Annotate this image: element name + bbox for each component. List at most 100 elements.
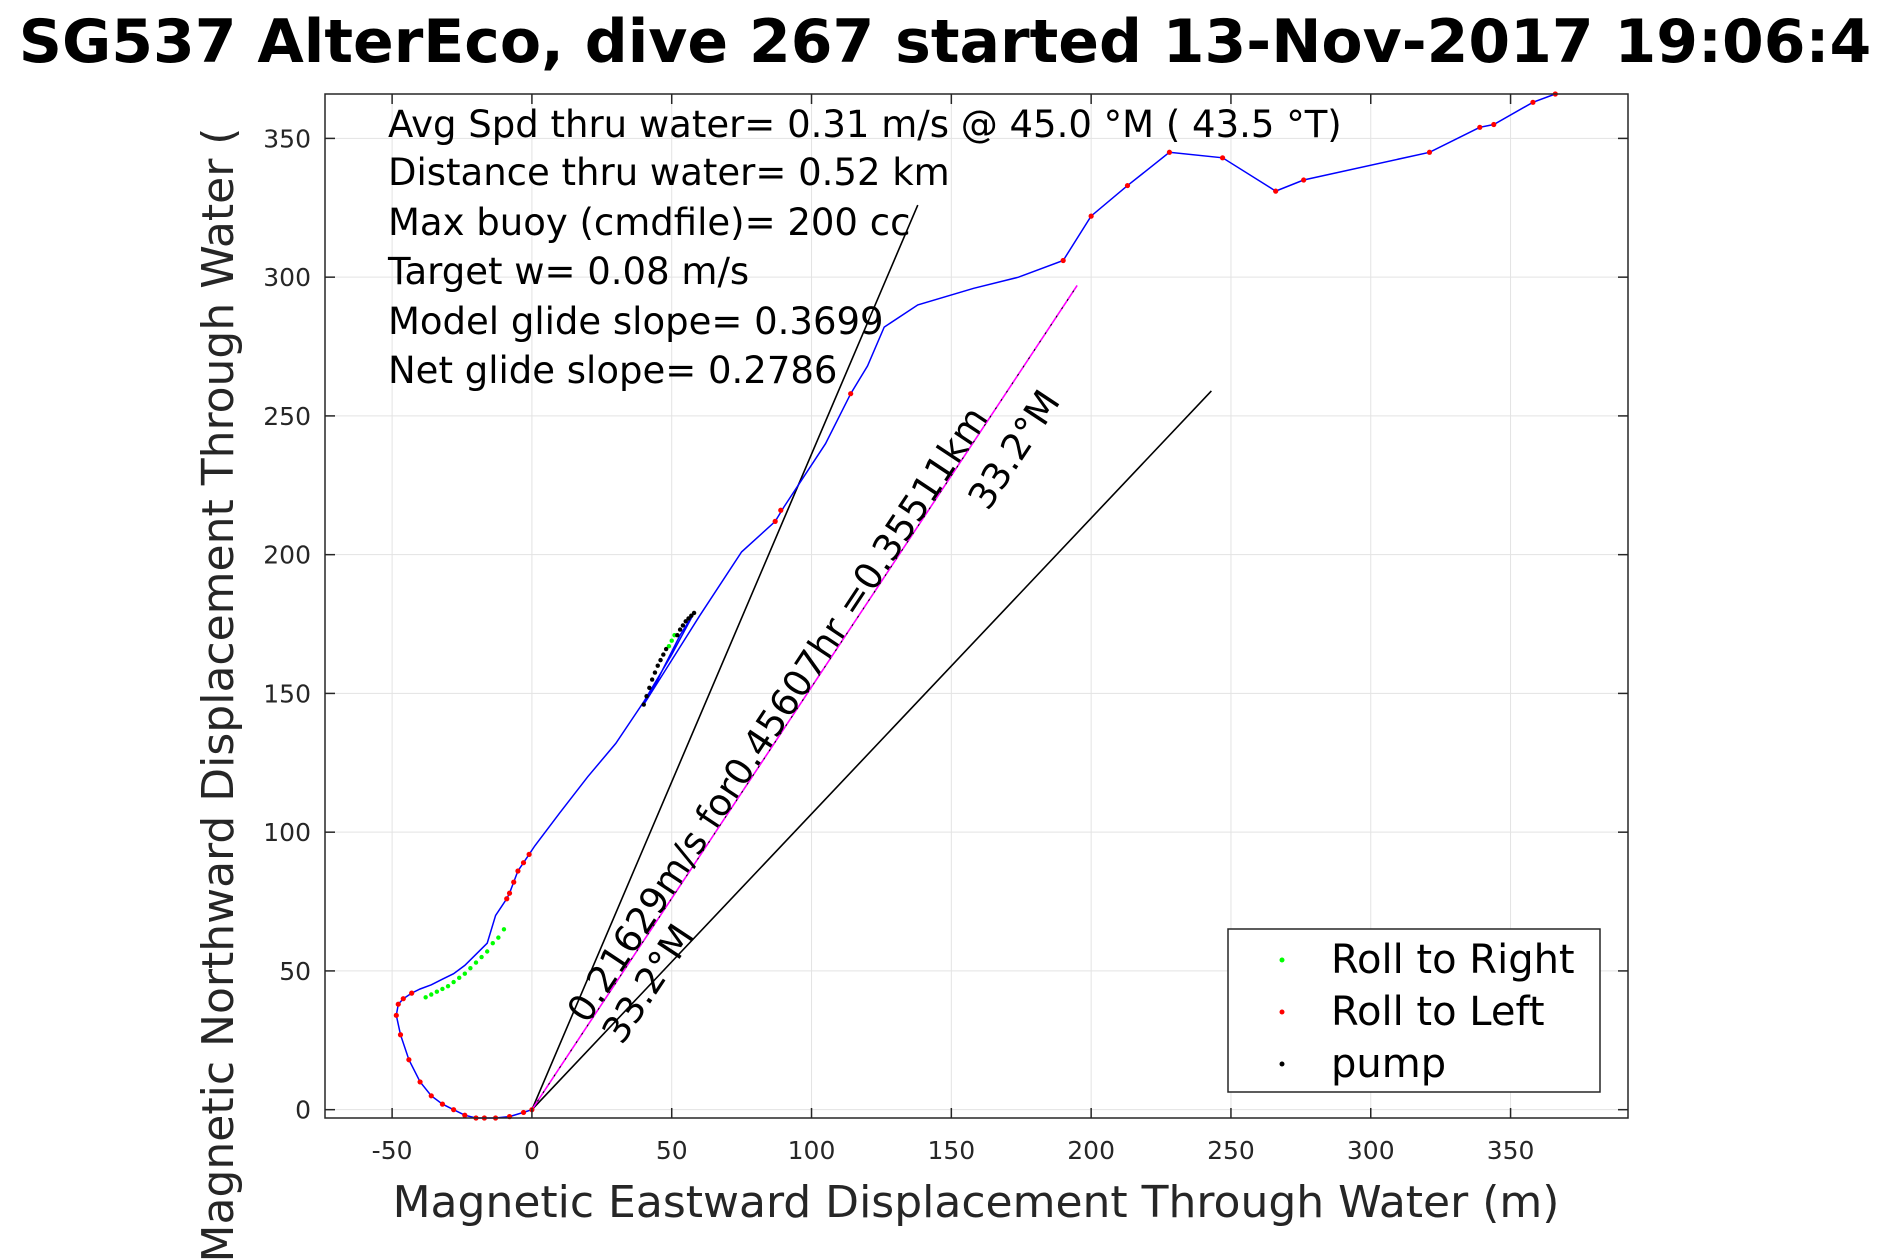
legend-label-roll-left: Roll to Left	[1331, 989, 1545, 1035]
stat-avg-speed: Avg Spd thru water= 0.31 m/s @ 45.0 °M (…	[388, 103, 1342, 146]
x-tick-label: 250	[1207, 1136, 1255, 1165]
data-point	[677, 627, 683, 632]
data-point	[520, 1109, 527, 1116]
data-point	[393, 1012, 399, 1018]
reference-lines	[531, 204, 1212, 1111]
data-point	[439, 1101, 446, 1107]
y-tick-label: 300	[263, 263, 311, 292]
data-point	[686, 616, 691, 621]
data-point	[409, 990, 415, 996]
data-point	[468, 965, 473, 971]
data-point	[1491, 121, 1497, 128]
data-point	[666, 644, 672, 649]
data-point	[680, 623, 686, 628]
grid	[325, 94, 1628, 1118]
stat-distance: Distance thru water= 0.52 km	[388, 151, 950, 194]
stats-block: Avg Spd thru water= 0.31 m/s @ 45.0 °M (…	[387, 103, 1342, 392]
data-point	[406, 1057, 412, 1063]
stat-target-w: Target w= 0.08 m/s	[387, 250, 749, 293]
data-point	[641, 702, 646, 707]
data-point	[397, 1032, 404, 1038]
x-tick-label: 150	[927, 1136, 975, 1165]
data-point	[669, 638, 674, 643]
data-point	[445, 983, 451, 989]
data-point	[691, 610, 697, 616]
legend-marker-roll-left	[1279, 1009, 1285, 1015]
reference-line	[531, 285, 1078, 1111]
stat-model-glide-slope: Model glide slope= 0.3699	[388, 300, 884, 343]
data-point	[496, 935, 501, 940]
reference-line	[531, 204, 919, 1110]
data-point	[1477, 124, 1483, 130]
data-point	[428, 1093, 434, 1099]
data-point	[658, 657, 663, 663]
data-point	[1124, 182, 1131, 189]
data-point	[479, 954, 484, 960]
data-point	[473, 960, 479, 965]
markers	[393, 91, 1558, 1121]
x-tick-label: 50	[656, 1136, 688, 1165]
data-point	[1273, 188, 1279, 194]
data-point	[1219, 155, 1226, 161]
y-tick-label: 50	[279, 957, 311, 986]
legend-marker-roll-right	[1279, 957, 1285, 963]
data-point	[526, 851, 532, 857]
data-point	[661, 652, 666, 657]
legend-marker-pump	[1279, 1061, 1285, 1067]
data-point	[1530, 99, 1536, 105]
data-point	[1301, 177, 1307, 183]
x-tick-label: 0	[524, 1136, 540, 1165]
data-point	[462, 971, 468, 976]
ticks: -50 0 50 100 150 200 250 300 350 0 50 100 150 200 250 3…	[263, 94, 1628, 1165]
y-tick-label: 250	[263, 402, 311, 431]
data-point	[649, 677, 655, 682]
data-point	[484, 949, 490, 954]
plot-frame	[324, 93, 1629, 1119]
current-annotation: 0.21629m/s for0.45607hr =0.35511km	[559, 399, 997, 1030]
data-point	[778, 507, 784, 513]
x-axis-label: Magnetic Eastward Displacement Through W…	[393, 1177, 1560, 1228]
data-point	[440, 986, 445, 992]
data-point	[848, 391, 854, 397]
y-tick-label: 0	[295, 1096, 311, 1125]
data-point	[423, 995, 428, 1000]
data-point	[1088, 213, 1094, 219]
legend-label-pump: pump	[1331, 1041, 1446, 1087]
data-point	[490, 940, 495, 946]
data-point	[1166, 149, 1173, 155]
legend: Roll to Right Roll to Left pump	[1227, 928, 1601, 1093]
stat-net-glide-slope: Net glide slope= 0.2786	[388, 349, 837, 392]
x-tick-label: -50	[372, 1136, 413, 1165]
data-point	[689, 613, 694, 618]
y-tick-label: 100	[263, 818, 311, 847]
data-point	[652, 670, 658, 675]
data-point	[1060, 257, 1066, 264]
data-point	[451, 979, 456, 985]
data-point	[457, 975, 462, 981]
data-point	[501, 927, 507, 932]
data-point	[520, 860, 527, 866]
x-tick-label: 350	[1487, 1136, 1535, 1165]
x-tick-label: 200	[1067, 1136, 1115, 1165]
data-point	[647, 685, 652, 691]
data-point	[644, 693, 649, 699]
legend-label-roll-right: Roll to Right	[1331, 937, 1575, 983]
data-point	[417, 1079, 423, 1085]
data-point	[515, 868, 521, 874]
data-point	[663, 646, 669, 652]
chart-title: SG537 AlterEco, dive 267 started 13-Nov-…	[19, 7, 1872, 77]
y-tick-label: 200	[263, 541, 311, 570]
legend-box	[1227, 928, 1601, 1093]
data-point	[511, 879, 517, 885]
data-point	[400, 996, 406, 1002]
data-point	[462, 1112, 468, 1118]
data-point	[675, 632, 680, 638]
x-tick-label: 300	[1347, 1136, 1395, 1165]
data-point	[1426, 149, 1433, 155]
data-point	[451, 1107, 457, 1113]
x-tick-label: 100	[788, 1136, 836, 1165]
data-point	[504, 896, 510, 902]
data-point	[683, 619, 688, 624]
data-point	[434, 989, 440, 994]
data-point	[395, 1001, 401, 1007]
